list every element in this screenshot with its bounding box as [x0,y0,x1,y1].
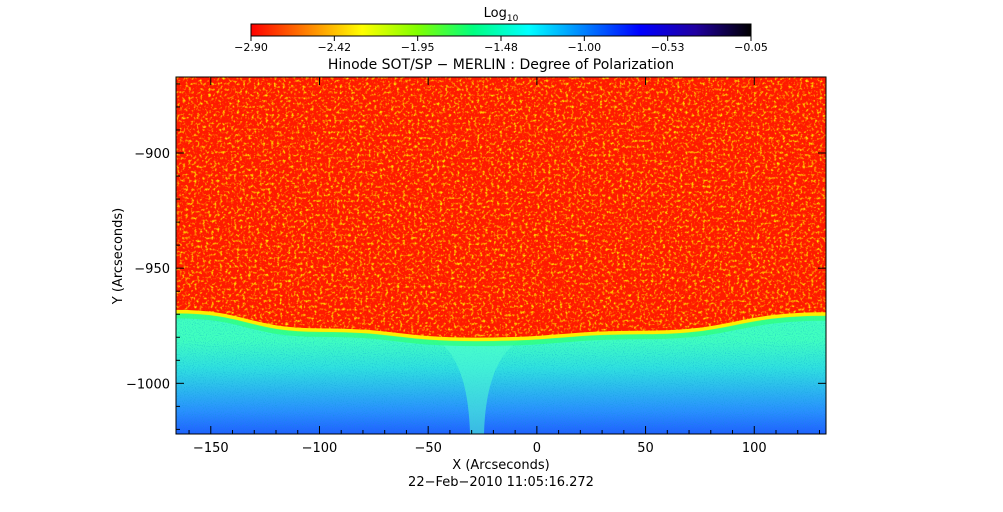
colorbar [250,23,752,37]
x-tick-label: 100 [742,441,767,456]
x-tick-label: −100 [302,441,338,456]
plot-frame [175,76,827,435]
x-tick-label: −150 [193,441,229,456]
off-limb-jet [436,339,521,434]
timestamp: 22−Feb−2010 11:05:16.272 [408,475,594,490]
colorbar-tick-label: −1.48 [484,41,518,54]
solar-limb-glow [176,313,826,347]
disk-magnetic-features [176,77,826,340]
polarization-image [176,77,826,434]
colorbar-tick-label: −1.95 [401,41,435,54]
x-tick-label: 0 [533,441,541,456]
colorbar-tick-label: −0.53 [651,41,685,54]
x-tick-label: −50 [414,441,441,456]
x-tick-label: 50 [637,441,654,456]
x-axis: −150 −100 −50 0 50 100 [188,77,820,456]
chart-title: Hinode SOT/SP − MERLIN : Degree of Polar… [328,57,674,73]
y-tick-label: −1000 [126,377,170,392]
colorbar-tick-label: −2.90 [234,41,268,54]
colorbar-ticks: −2.90 −2.42 −1.95 −1.48 −1.00 −0.53 −0.05 [234,36,768,54]
x-axis-label: X (Arcseconds) [452,458,549,473]
colorbar-tick-label: −2.42 [317,41,351,54]
y-tick-label: −900 [134,147,170,162]
colorbar-tick-label: −0.05 [734,41,768,54]
colorbar-label: Log10 [484,6,519,24]
y-axis-label: Y (Arcseconds) [111,208,126,305]
y-tick-label: −950 [134,262,170,277]
colorbar-tick-label: −1.00 [567,41,601,54]
solar-limb [176,309,826,342]
y-axis: −900 −950 −1000 [126,83,826,430]
